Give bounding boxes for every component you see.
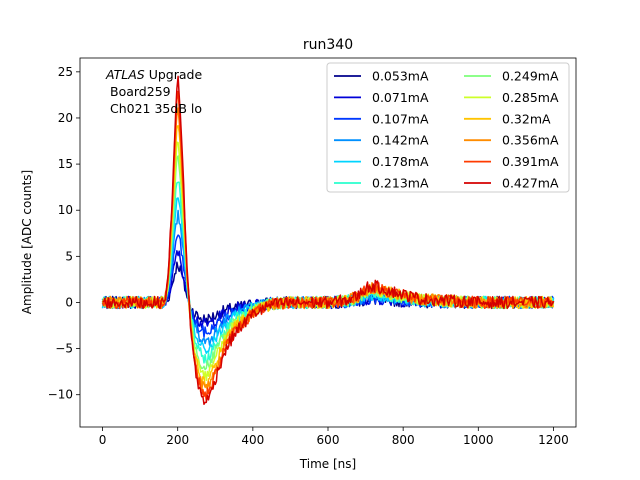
x-tick-label: 200 xyxy=(166,433,189,447)
annotation-line-3: Ch021 35dB lo xyxy=(110,101,202,116)
y-tick-label: 25 xyxy=(58,65,73,79)
legend-label: 0.178mA xyxy=(372,154,429,169)
x-tick-label: 1000 xyxy=(463,433,494,447)
x-axis-label: Time [ns] xyxy=(299,457,356,471)
x-tick-label: 0 xyxy=(99,433,107,447)
legend-label: 0.249mA xyxy=(502,69,559,84)
y-tick-label: 10 xyxy=(58,203,73,217)
legend-label: 0.107mA xyxy=(372,111,429,126)
y-tick-label: 5 xyxy=(65,249,73,263)
annotation-line-1: ATLAS Upgrade xyxy=(105,67,202,82)
annotation-upgrade: Upgrade xyxy=(145,67,203,82)
y-tick-label: 20 xyxy=(58,111,73,125)
series-group xyxy=(101,75,555,406)
legend-label: 0.071mA xyxy=(372,90,429,105)
x-tick-label: 600 xyxy=(317,433,340,447)
y-tick-label: −5 xyxy=(55,342,73,356)
series-line-0.427mA xyxy=(102,75,555,406)
x-axis: 0 200 400 600 800 1000 1200 xyxy=(99,427,569,447)
legend-box xyxy=(326,62,570,193)
legend: 0.053mA 0.071mA 0.107mA 0.142mA 0.178mA 0.213… xyxy=(326,62,570,193)
annotation-line-2: Board259 xyxy=(110,84,171,99)
legend-label: 0.427mA xyxy=(502,176,559,191)
legend-label: 0.053mA xyxy=(372,69,429,84)
annotation: ATLAS Upgrade Board259 Ch021 35dB lo xyxy=(105,67,202,116)
y-axis-label: Amplitude [ADC counts] xyxy=(20,170,34,314)
legend-label: 0.391mA xyxy=(502,154,559,169)
legend-label: 0.356mA xyxy=(502,133,559,148)
legend-label: 0.32mA xyxy=(502,111,551,126)
chart-title: run340 xyxy=(303,37,353,53)
legend-label: 0.285mA xyxy=(502,90,559,105)
y-tick-label: 15 xyxy=(58,157,73,171)
annotation-experiment: ATLAS xyxy=(105,67,145,82)
series-line-0.32mA xyxy=(101,124,555,389)
y-tick-label: −10 xyxy=(48,388,73,402)
legend-label: 0.142mA xyxy=(372,133,429,148)
x-tick-label: 800 xyxy=(392,433,415,447)
x-tick-label: 1200 xyxy=(538,433,569,447)
x-tick-label: 400 xyxy=(241,433,264,447)
y-tick-label: 0 xyxy=(65,295,73,309)
legend-label: 0.213mA xyxy=(372,176,429,191)
y-axis: −10 −5 0 5 10 15 20 25 xyxy=(48,65,80,402)
